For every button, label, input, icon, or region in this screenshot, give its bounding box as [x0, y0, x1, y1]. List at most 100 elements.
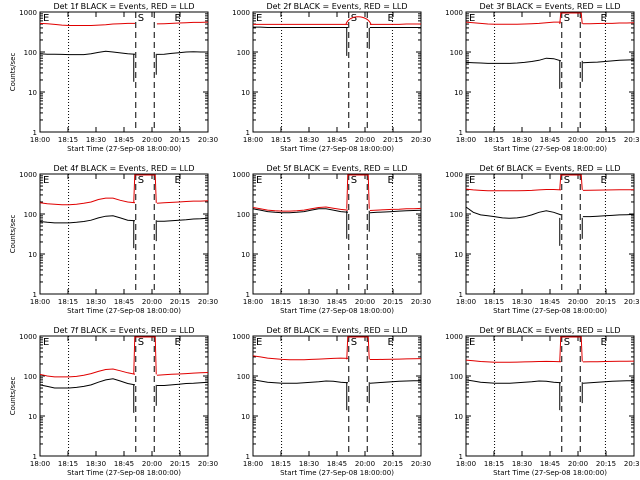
panel-3-marker-e-left: E	[469, 13, 475, 24]
panel-4-xtick-label: 20:15	[170, 298, 190, 306]
panel-2-marker-e-right: E	[387, 13, 393, 24]
panel-9-title: Det 9f BLACK = Events, RED = LLD	[479, 326, 620, 335]
panel-2-xtick-label: 20:15	[383, 136, 403, 144]
panel-5-lld-line	[252, 206, 422, 212]
panel-2-xtick-label: 18:15	[271, 136, 291, 144]
panel-9-xtick-label: 20:00	[568, 460, 588, 468]
panel-5-xlabel: Start Time (27-Sep-08 18:00:00)	[280, 307, 394, 315]
panel-7-lld-spike	[133, 336, 157, 375]
panel-2-ytick-label: 1000	[232, 9, 250, 17]
panel-2-xtick-label: 18:45	[327, 136, 347, 144]
panel-8-xtick-label: 20:15	[383, 460, 403, 468]
panel-4-events-line	[39, 215, 209, 224]
panel-5-xtick-label: 18:30	[299, 298, 319, 306]
panel-6-ytick-label: 1000	[445, 171, 463, 179]
panel-3-lld-spike	[559, 12, 583, 25]
panel-5-xtick-label: 20:15	[383, 298, 403, 306]
panel-2-xtick-label: 18:30	[299, 136, 319, 144]
panel-3-marker-e-right: E	[600, 13, 606, 24]
panel-4-ytick-label: 10	[28, 251, 37, 259]
panel-4-xtick-label: 18:15	[58, 298, 78, 306]
panel-3-ytick-label: 100	[450, 49, 463, 57]
panel-6-xtick-label: 18:30	[512, 298, 532, 306]
panel-9-marker-s: S	[564, 337, 570, 348]
panel-4-xtick-label: 18:30	[86, 298, 106, 306]
panel-3-ytick-label: 1000	[445, 9, 463, 17]
panel-5-ytick-label: 10	[241, 251, 250, 259]
panel-6-ytick-label: 100	[450, 211, 463, 219]
panel-1-marker-e-left: E	[43, 13, 49, 24]
panel-9-marker-e-left: E	[469, 337, 475, 348]
panel-4-marker-e-left: E	[43, 175, 49, 186]
panel-8-ytick-label: 10	[241, 413, 250, 421]
panel-6-ytick-label: 10	[454, 251, 463, 259]
panel-2-ytick-label: 10	[241, 89, 250, 97]
panel-4-ytick-label: 1	[33, 291, 37, 299]
panel-2-xtick-label: 18:00	[243, 136, 263, 144]
panel-4-xtick-label: 18:45	[114, 298, 134, 306]
panel-8-marker-s: S	[351, 337, 357, 348]
panel-4-ylabel: Counts/sec	[9, 215, 17, 254]
panel-8-xlabel: Start Time (27-Sep-08 18:00:00)	[280, 469, 394, 477]
panel-1-xtick-label: 18:15	[58, 136, 78, 144]
panel-7-marker-e-left: E	[43, 337, 49, 348]
panel-9-ytick-label: 10	[454, 413, 463, 421]
panel-5-marker-e-right: E	[387, 175, 393, 186]
panel-8-lld-line	[252, 355, 422, 361]
panel-5-xtick-label: 18:15	[271, 298, 291, 306]
panel-4-xtick-label: 18:00	[30, 298, 50, 306]
panel-7-events-line	[39, 378, 209, 389]
panel-3-xtick-label: 18:30	[512, 136, 532, 144]
panel-6-xtick-label: 18:15	[484, 298, 504, 306]
panel-7-xtick-label: 20:15	[170, 460, 190, 468]
panel-8-marker-e-left: E	[256, 337, 262, 348]
panel-5-xtick-label: 20:30	[411, 298, 431, 306]
panel-1-ytick-label: 100	[24, 49, 37, 57]
panel-1-ytick-label: 10	[28, 89, 37, 97]
panel-4-xtick-label: 20:00	[142, 298, 162, 306]
panel-6-marker-e-left: E	[469, 175, 475, 186]
panel-5-marker-s: S	[351, 175, 357, 186]
panel-1-xtick-label: 20:30	[198, 136, 218, 144]
panel-7-ytick-label: 100	[24, 373, 37, 381]
panel-8-xtick-label: 18:30	[299, 460, 319, 468]
panel-9-xlabel: Start Time (27-Sep-08 18:00:00)	[493, 469, 607, 477]
panel-9-ytick-label: 1	[459, 453, 463, 461]
panel-9-xtick-label: 18:15	[484, 460, 504, 468]
panel-5-marker-e-left: E	[256, 175, 262, 186]
panel-5-ytick-label: 1000	[232, 171, 250, 179]
panel-7-xtick-label: 18:15	[58, 460, 78, 468]
panel-9-lld-line	[465, 359, 635, 363]
panel-5-events-line	[252, 208, 422, 214]
panel-6-xtick-label: 20:00	[568, 298, 588, 306]
panel-2-lld-bump	[345, 16, 372, 25]
panel-5-xtick-label: 20:00	[355, 298, 375, 306]
panel-7-xtick-label: 20:30	[198, 460, 218, 468]
panel-7-ytick-label: 1000	[19, 333, 37, 341]
panel-9-lld-spike	[559, 336, 583, 362]
panel-1-lld-line	[39, 21, 209, 26]
panel-7-xtick-label: 18:00	[30, 460, 50, 468]
panel-5-lld-spike	[346, 174, 370, 209]
panel-3-xtick-label: 20:15	[596, 136, 616, 144]
panel-2-xlabel: Start Time (27-Sep-08 18:00:00)	[280, 145, 394, 153]
panel-1-marker-s: S	[138, 13, 144, 24]
panel-9-ytick-label: 100	[450, 373, 463, 381]
panel-7-ytick-label: 10	[28, 413, 37, 421]
panel-4-xtick-label: 20:30	[198, 298, 218, 306]
panel-2-frame	[252, 11, 422, 133]
panel-3-events-line	[465, 57, 635, 64]
panel-8-title: Det 8f BLACK = Events, RED = LLD	[266, 326, 407, 335]
panel-7-xtick-label: 18:45	[114, 460, 134, 468]
panel-2-ytick-label: 100	[237, 49, 250, 57]
panel-2-marker-s: S	[351, 13, 357, 24]
panel-5-frame	[252, 173, 422, 295]
panel-6-marker-e-right: E	[600, 175, 606, 186]
panel-2-title: Det 2f BLACK = Events, RED = LLD	[266, 2, 407, 11]
panel-4-ytick-label: 1000	[19, 171, 37, 179]
panel-3-xtick-label: 20:00	[568, 136, 588, 144]
panel-1-ylabel: Counts/sec	[9, 53, 17, 92]
panel-9-frame	[465, 335, 635, 457]
panel-6-title: Det 6f BLACK = Events, RED = LLD	[479, 164, 620, 173]
panel-5-xtick-label: 18:45	[327, 298, 347, 306]
